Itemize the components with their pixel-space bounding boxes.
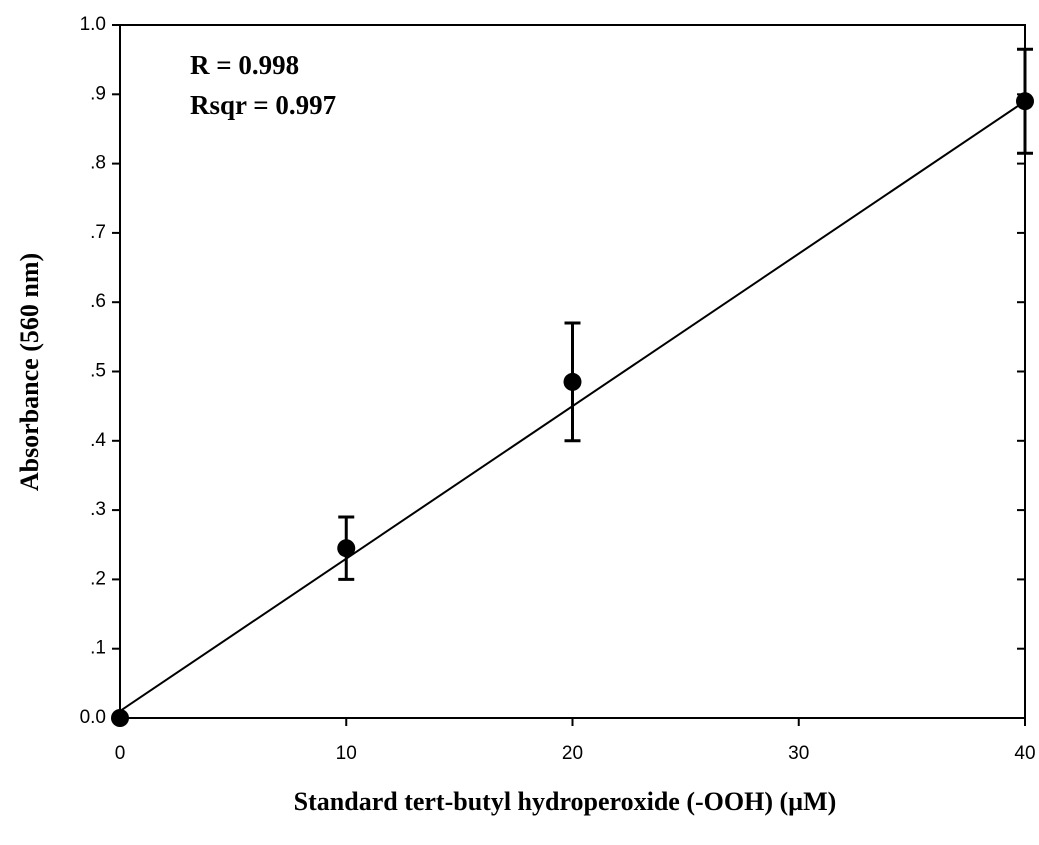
data-point	[563, 372, 582, 391]
y-tick-label: .3	[90, 499, 106, 520]
y-tick-label: .9	[90, 83, 106, 104]
x-tick-label: 10	[336, 743, 357, 764]
y-tick-label: .6	[90, 291, 106, 312]
y-axis-label: Absorbance (560 nm)	[15, 253, 44, 491]
x-axis-label: Standard tert-butyl hydroperoxide (-OOH)…	[294, 787, 837, 816]
data-point	[337, 539, 356, 558]
y-tick-label: .1	[90, 638, 106, 659]
x-tick-label: 20	[562, 743, 583, 764]
x-tick-label: 30	[788, 743, 809, 764]
data-point	[1016, 92, 1034, 111]
y-tick-label: .7	[90, 222, 106, 243]
data-point	[111, 709, 129, 727]
y-tick-label: .8	[90, 153, 106, 174]
y-tick-label: 1.0	[80, 14, 106, 35]
annotation: R = 0.998	[190, 50, 299, 80]
y-tick-label: .4	[90, 430, 106, 451]
x-tick-label: 40	[1014, 743, 1035, 764]
y-tick-label: .2	[90, 568, 106, 589]
y-tick-label: 0.0	[80, 707, 106, 728]
annotation: Rsqr = 0.997	[190, 90, 336, 120]
x-tick-label: 0	[115, 743, 126, 764]
y-tick-label: .5	[90, 361, 106, 382]
